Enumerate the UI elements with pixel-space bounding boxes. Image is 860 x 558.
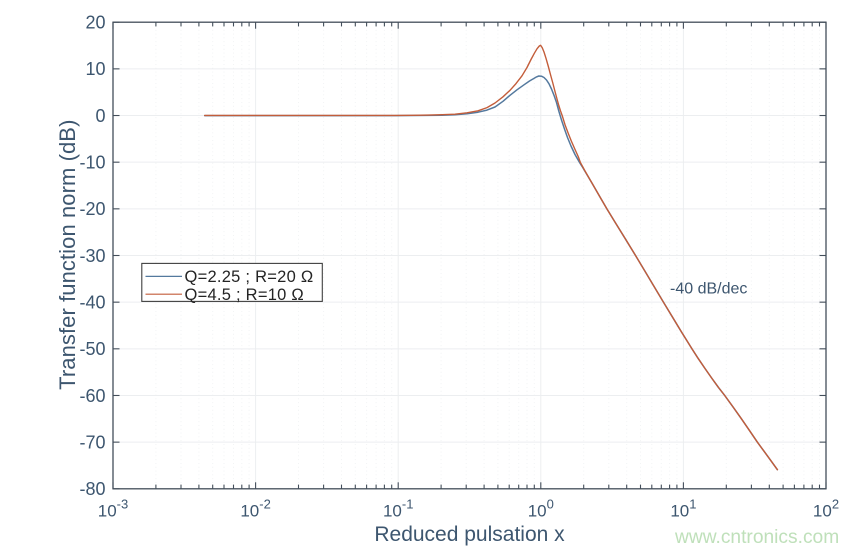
- svg-text:0: 0: [95, 106, 105, 126]
- svg-text:-30: -30: [79, 246, 105, 266]
- svg-text:www.cntronics.com: www.cntronics.com: [674, 527, 839, 548]
- svg-text:-80: -80: [79, 479, 105, 499]
- svg-text:10: 10: [85, 59, 105, 79]
- svg-text:-40 dB/dec: -40 dB/dec: [670, 281, 747, 298]
- svg-text:-60: -60: [79, 386, 105, 406]
- svg-text:-40: -40: [79, 293, 105, 313]
- svg-text:-10: -10: [79, 153, 105, 173]
- svg-text:-20: -20: [79, 199, 105, 219]
- svg-text:Reduced pulsation x: Reduced pulsation x: [374, 523, 565, 546]
- svg-text:20: 20: [85, 13, 105, 33]
- svg-text:Q=2.25 ; R=20 Ω: Q=2.25 ; R=20 Ω: [185, 268, 314, 286]
- svg-text:-50: -50: [79, 339, 105, 359]
- svg-text:-70: -70: [79, 432, 105, 452]
- svg-text:Q=4.5 ; R=10 Ω: Q=4.5 ; R=10 Ω: [185, 286, 304, 304]
- svg-text:Transfer function norm (dB): Transfer function norm (dB): [55, 120, 80, 390]
